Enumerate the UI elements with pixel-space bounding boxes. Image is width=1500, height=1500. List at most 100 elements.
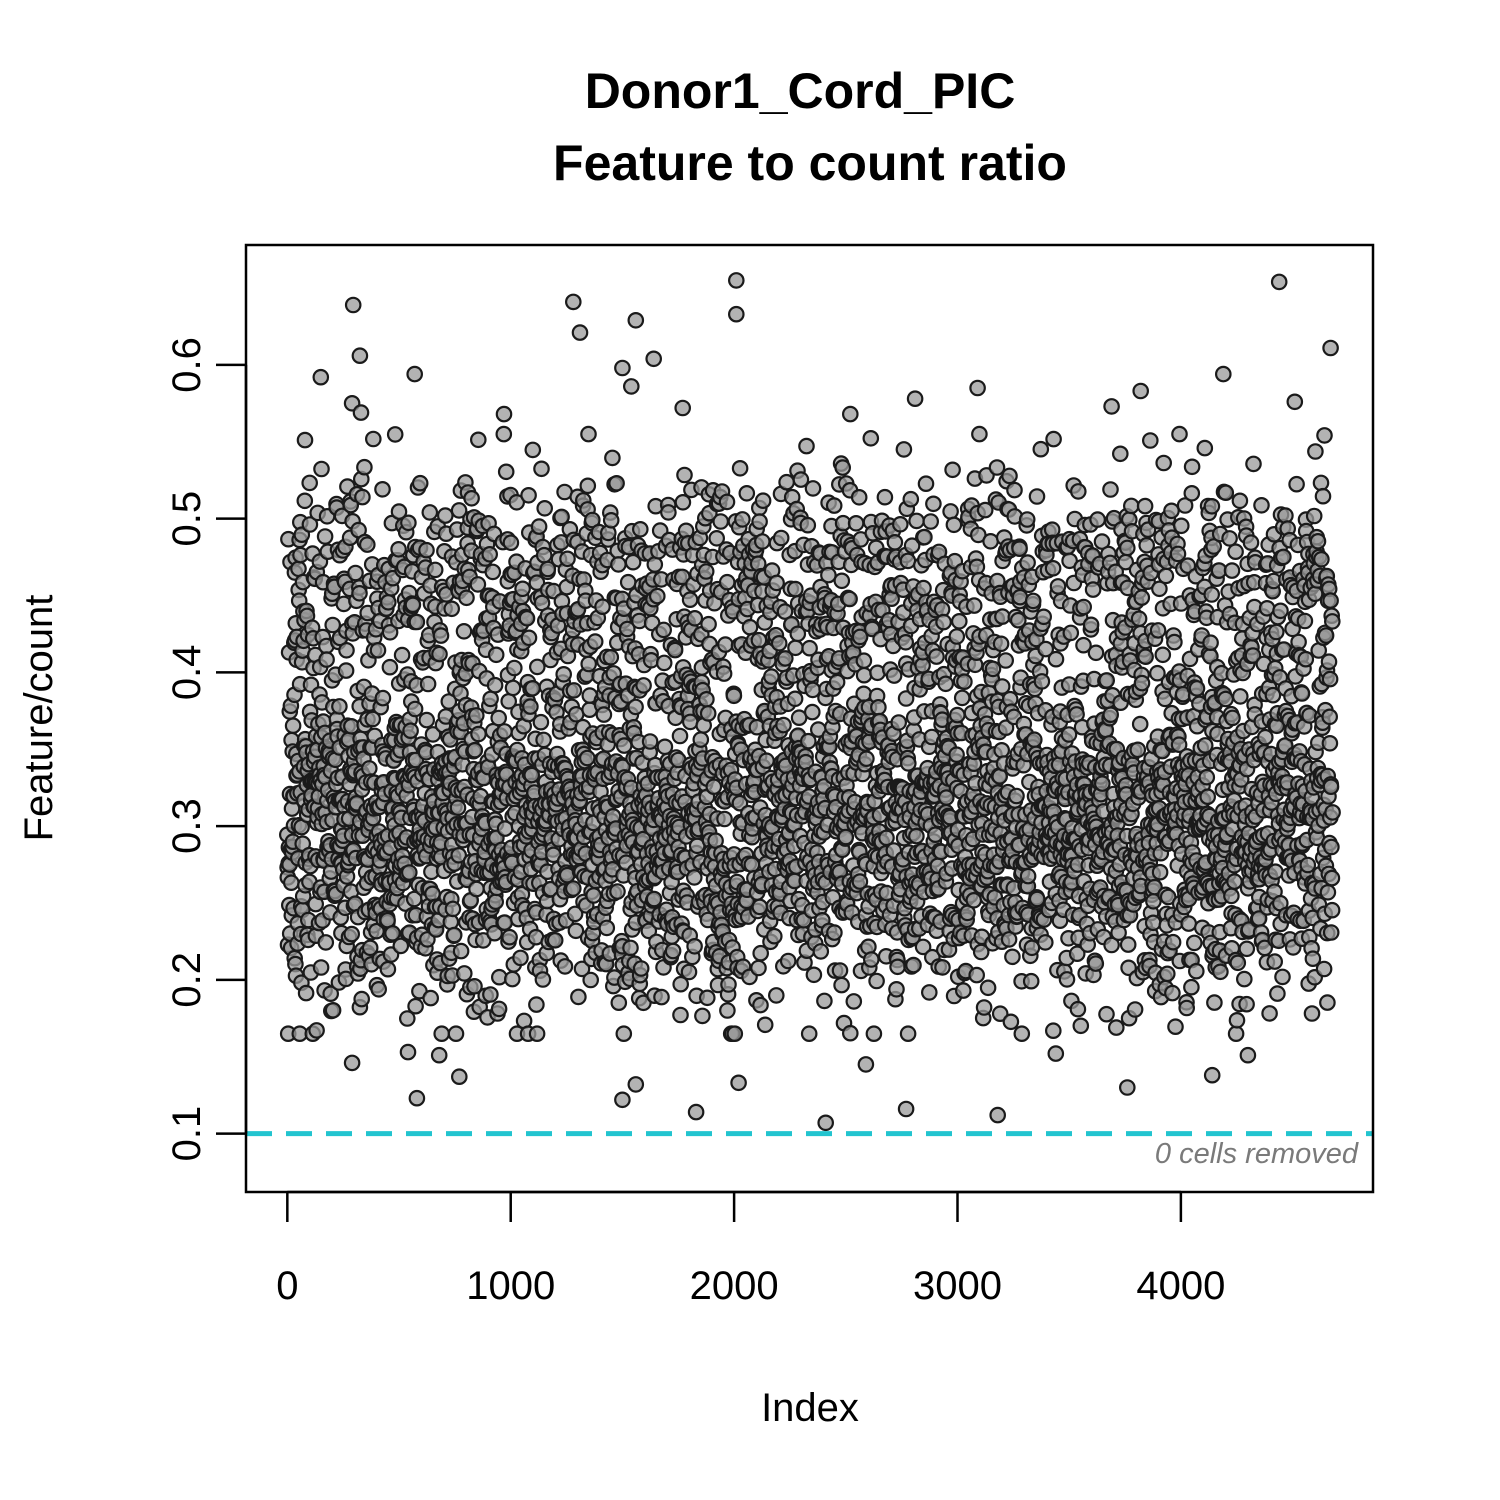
data-point: [486, 924, 503, 942]
data-point: [1087, 644, 1105, 662]
data-point: [356, 458, 373, 476]
data-point: [528, 996, 545, 1013]
data-point: [645, 350, 662, 368]
data-point: [1227, 1025, 1245, 1042]
data-point: [969, 379, 986, 397]
data-point: [1011, 540, 1028, 557]
data-point: [1062, 624, 1080, 642]
data-point: [1026, 731, 1043, 748]
data-point: [1267, 863, 1284, 880]
data-point: [487, 646, 505, 664]
data-point: [891, 515, 909, 533]
data-point: [402, 722, 419, 739]
data-point: [845, 993, 863, 1010]
data-point: [1242, 534, 1260, 551]
data-point: [627, 311, 645, 329]
data-point: [758, 752, 775, 769]
data-point: [406, 700, 424, 718]
data-point: [965, 891, 983, 909]
data-point: [455, 622, 473, 640]
data-point: [458, 589, 475, 607]
data-point: [927, 826, 944, 843]
data-point: [296, 492, 314, 510]
data-point: [956, 673, 973, 690]
data-point: [631, 520, 649, 538]
y-tick-label: 0.6: [165, 337, 209, 393]
data-point: [1137, 648, 1154, 665]
data-point: [369, 641, 387, 659]
data-point: [1315, 960, 1333, 978]
data-point: [666, 641, 684, 659]
y-tick-label: 0.4: [165, 645, 209, 701]
data-point: [817, 1114, 834, 1132]
data-point: [1275, 548, 1292, 566]
data-point: [374, 480, 391, 498]
data-point: [282, 874, 300, 891]
data-point: [779, 952, 797, 970]
data-point: [686, 609, 704, 627]
data-point: [1173, 517, 1190, 535]
data-point: [1028, 890, 1046, 908]
data-point: [602, 648, 620, 666]
data-point: [1183, 458, 1201, 476]
data-point: [685, 869, 703, 886]
data-point: [727, 305, 745, 323]
data-point: [1296, 612, 1314, 630]
data-point: [937, 675, 954, 693]
data-point: [1098, 672, 1115, 689]
chart-title: Donor1_Cord_PIC: [585, 63, 1016, 119]
data-point: [1002, 1013, 1020, 1031]
data-point: [1103, 398, 1120, 415]
data-point: [775, 716, 792, 734]
data-point: [615, 1025, 633, 1042]
data-point: [641, 733, 659, 750]
data-point: [523, 766, 540, 784]
data-point: [705, 778, 723, 795]
data-point: [1322, 924, 1340, 941]
data-point: [436, 507, 454, 524]
data-point: [1035, 608, 1052, 626]
data-point: [687, 1103, 705, 1121]
data-point: [408, 1089, 426, 1107]
data-point: [1245, 455, 1262, 473]
data-point: [1001, 467, 1018, 485]
data-point: [1324, 613, 1341, 630]
data-point: [609, 883, 626, 900]
data-point: [1023, 939, 1041, 957]
data-point: [1203, 1066, 1221, 1084]
data-point: [1157, 567, 1175, 585]
data-point: [1221, 530, 1238, 547]
data-point: [922, 513, 939, 530]
data-point: [449, 799, 467, 816]
data-point: [1293, 685, 1311, 702]
data-point: [672, 1006, 689, 1024]
data-point: [1224, 709, 1241, 727]
data-point: [674, 399, 691, 417]
x-tick-label: 1000: [466, 1264, 555, 1308]
data-point: [671, 727, 689, 745]
data-point: [351, 347, 369, 364]
data-point: [841, 590, 858, 608]
data-point: [1270, 273, 1288, 291]
data-point: [751, 898, 769, 916]
data-point: [426, 561, 444, 579]
data-point: [1119, 1079, 1136, 1096]
data-point: [897, 633, 914, 651]
data-point: [1238, 995, 1255, 1013]
data-point: [536, 499, 553, 517]
data-point: [627, 698, 644, 716]
data-point: [505, 659, 523, 677]
data-point: [982, 532, 999, 550]
data-point: [834, 459, 851, 476]
data-point: [648, 587, 666, 605]
data-point: [390, 540, 407, 558]
data-point: [361, 939, 379, 957]
data-point: [1142, 432, 1159, 449]
data-point: [798, 437, 815, 455]
data-point: [1322, 339, 1339, 357]
data-point: [443, 600, 460, 618]
data-point: [718, 573, 736, 591]
data-point: [741, 618, 759, 636]
data-point: [364, 430, 382, 448]
data-point: [841, 405, 859, 423]
